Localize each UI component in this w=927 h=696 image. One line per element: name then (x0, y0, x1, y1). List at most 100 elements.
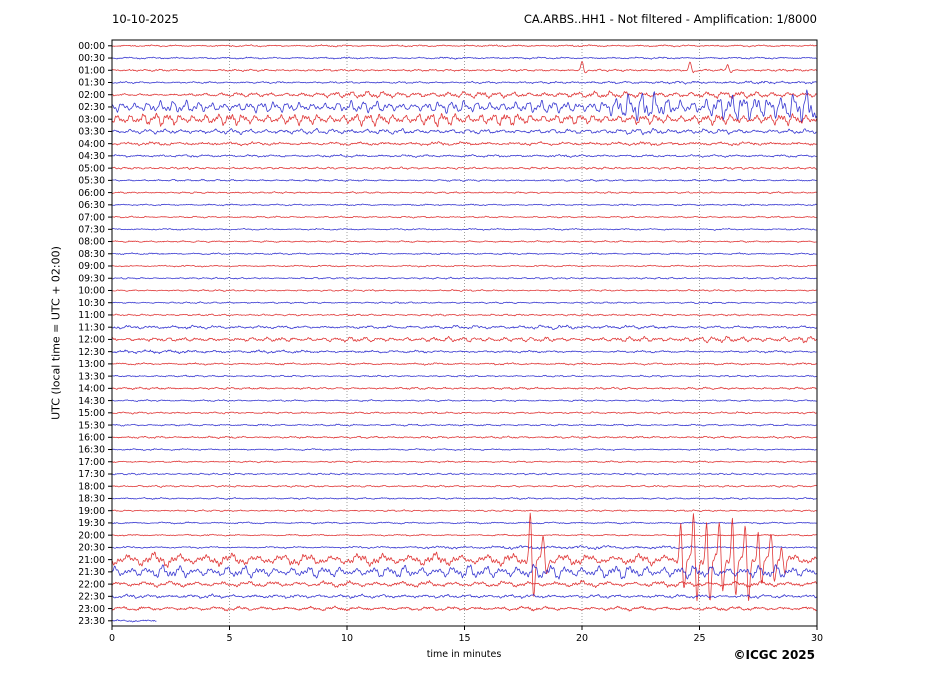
y-tick-label: 03:00 (78, 114, 105, 125)
seismo-trace (112, 252, 817, 256)
seismo-trace (112, 227, 817, 231)
station-title: CA.ARBS..HH1 - Not filtered - Amplificat… (523, 12, 817, 26)
seismo-trace (112, 324, 817, 330)
seismo-trace (112, 166, 817, 170)
plot-border (111, 39, 818, 627)
seismo-trace (112, 533, 817, 537)
y-tick-label: 15:00 (78, 408, 105, 419)
y-tick-label: 01:30 (78, 78, 105, 89)
seismo-trace (112, 374, 817, 378)
seismo-trace (112, 128, 817, 136)
x-tick-label: 30 (811, 633, 823, 644)
y-tick-label: 09:00 (78, 261, 105, 272)
seismo-trace (112, 289, 817, 292)
seismo-trace (112, 423, 817, 427)
seismo-trace (112, 56, 817, 60)
y-tick-label: 13:30 (78, 371, 105, 382)
y-tick-label: 16:00 (78, 432, 105, 443)
y-tick-label: 16:30 (78, 445, 105, 456)
seismo-trace (112, 411, 817, 415)
seismo-trace (112, 215, 817, 219)
seismo-trace (112, 264, 817, 268)
y-tick-label: 01:00 (78, 65, 105, 76)
y-axis-label: UTC (local time = UTC + 02:00) (49, 246, 63, 420)
seismo-trace (112, 605, 817, 612)
y-tick-label: 05:30 (78, 176, 105, 187)
y-tick-label: 23:30 (78, 616, 105, 627)
y-tick-label: 03:30 (78, 127, 105, 138)
seismo-trace (112, 349, 817, 354)
y-tick-label: 09:30 (78, 273, 105, 284)
seismo-trace (112, 89, 817, 123)
seismo-trace (112, 362, 817, 366)
seismo-trace (112, 80, 817, 85)
seismo-trace (112, 484, 817, 488)
seismo-trace (112, 448, 817, 451)
seismo-trace (112, 240, 817, 243)
trace-group (112, 44, 817, 623)
seismo-trace (112, 399, 817, 402)
x-tick-label: 10 (341, 633, 353, 644)
y-tick-label: 15:30 (78, 420, 105, 431)
seismo-trace (112, 141, 817, 147)
y-tick-label: 22:30 (78, 592, 105, 603)
y-tick-label: 18:30 (78, 494, 105, 505)
seismo-trace (112, 276, 817, 280)
y-tick-label: 19:30 (78, 518, 105, 529)
y-tick-label: 12:00 (78, 335, 105, 346)
y-tick-label: 00:00 (78, 41, 105, 52)
y-tick-label: 02:30 (78, 102, 105, 113)
x-tick-label: 5 (226, 633, 232, 644)
y-tick-label: 19:00 (78, 506, 105, 517)
y-tick-label: 04:30 (78, 151, 105, 162)
y-tick-label: 13:00 (78, 359, 105, 370)
y-tick-label: 23:00 (78, 604, 105, 615)
x-tick-label: 15 (458, 633, 470, 644)
y-tick-label: 17:00 (78, 457, 105, 468)
x-tick-label: 25 (693, 633, 705, 644)
copyright-credit: ©ICGC 2025 (733, 648, 815, 662)
y-tick-label: 07:00 (78, 212, 105, 223)
seismo-trace (112, 386, 817, 390)
y-tick-label: 14:30 (78, 396, 105, 407)
y-tick-label: 17:30 (78, 469, 105, 480)
seismo-trace (112, 335, 817, 344)
seismo-trace (112, 203, 817, 207)
y-tick-label: 10:00 (78, 286, 105, 297)
y-tick-label: 00:30 (78, 53, 105, 64)
date-label: 10-10-2025 (112, 12, 179, 26)
x-tick-label: 20 (576, 633, 588, 644)
y-tick-label: 14:00 (78, 384, 105, 395)
seismo-trace (112, 497, 817, 500)
y-tick-label: 07:30 (78, 225, 105, 236)
y-tick-label: 10:30 (78, 298, 105, 309)
y-tick-label: 12:30 (78, 347, 105, 358)
seismo-trace (112, 435, 817, 439)
y-tick-label: 20:00 (78, 530, 105, 541)
seismo-trace (112, 44, 817, 48)
y-tick-label: 18:00 (78, 481, 105, 492)
y-tick-label: 20:30 (78, 543, 105, 554)
y-tick-label: 21:30 (78, 567, 105, 578)
seismo-trace (112, 619, 157, 623)
seismo-trace (112, 112, 817, 128)
y-tick-label: 06:30 (78, 200, 105, 211)
y-tick-label: 02:00 (78, 90, 105, 101)
y-tick-label: 08:30 (78, 249, 105, 260)
y-tick-label: 11:30 (78, 322, 105, 333)
seismo-trace (112, 460, 817, 464)
seismo-trace (112, 191, 817, 195)
seismo-trace (112, 178, 817, 182)
y-tick-label: 11:00 (78, 310, 105, 321)
seismo-trace (112, 301, 817, 305)
x-tick-label: 0 (109, 633, 115, 644)
y-tick-label: 08:00 (78, 237, 105, 248)
y-tick-label: 22:00 (78, 579, 105, 590)
y-tick-label: 04:00 (78, 139, 105, 150)
seismo-trace (112, 521, 817, 525)
seismo-trace (112, 313, 817, 317)
y-tick-label: 06:00 (78, 188, 105, 199)
seismo-trace (112, 593, 817, 599)
x-axis-label: time in minutes (426, 649, 502, 660)
